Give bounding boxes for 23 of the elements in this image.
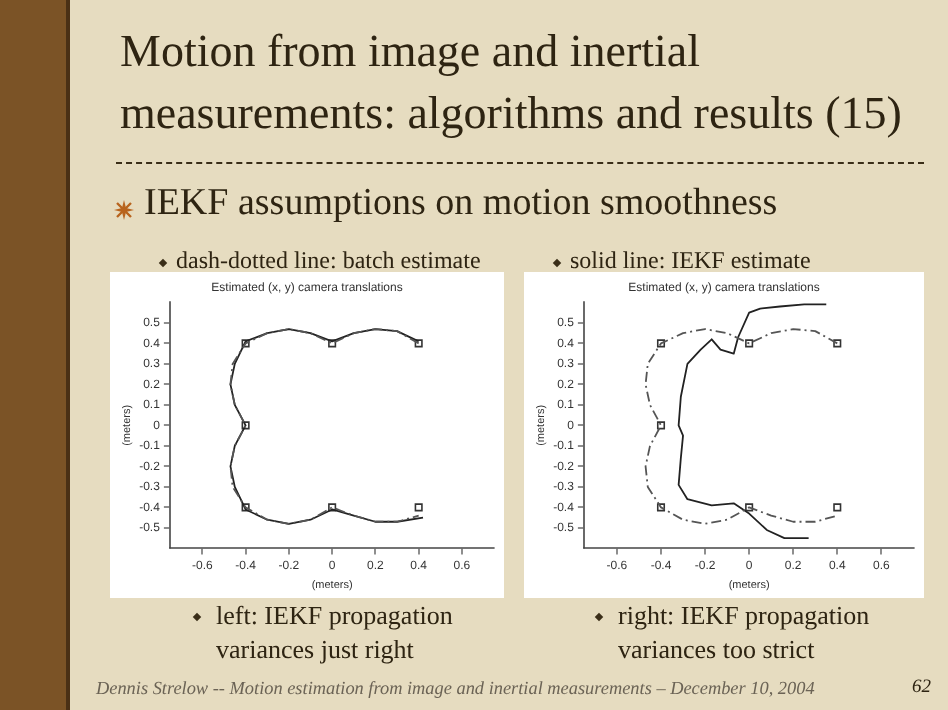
text: solid line: IEKF estimate <box>570 246 811 275</box>
point <box>241 503 250 512</box>
point <box>241 421 250 430</box>
point <box>414 503 423 512</box>
text: IEKF assumptions on motion smoothness <box>144 182 778 228</box>
point <box>833 503 842 512</box>
point <box>414 339 423 348</box>
line-series <box>644 328 839 525</box>
point <box>833 339 842 348</box>
point <box>328 503 337 512</box>
point <box>241 339 250 348</box>
point <box>745 503 754 512</box>
text: 62 <box>912 678 931 701</box>
text: Dennis Strelow -- Motion estimation from image and inertial measurements – December 10, 2004 <box>96 678 815 701</box>
point <box>656 339 666 348</box>
text: Motion from image and inertial measurements: algorithms and results (15) <box>120 24 904 142</box>
point <box>745 339 754 348</box>
point <box>656 503 666 512</box>
point <box>656 421 666 430</box>
text: right: IEKF propagation variances too strict <box>618 598 872 666</box>
text: left: IEKF propagation variances just right <box>216 598 455 666</box>
point <box>328 339 337 348</box>
text: dash-dotted line: batch estimate <box>176 246 481 275</box>
